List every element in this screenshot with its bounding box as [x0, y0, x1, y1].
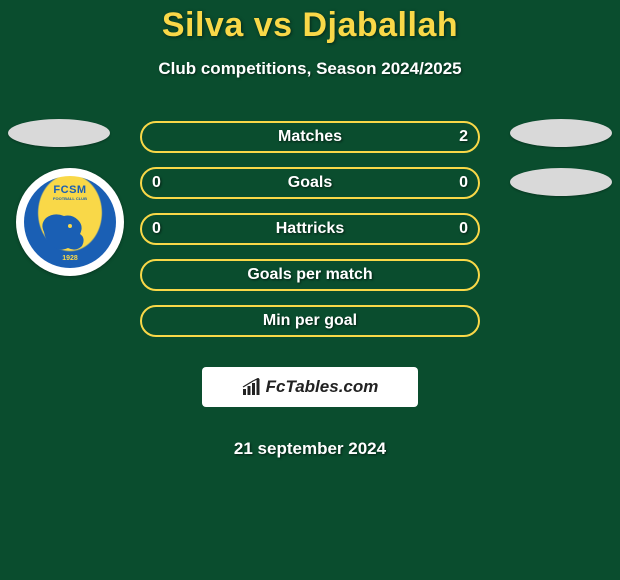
club-logo: FCSM FOOTBALL CLUB 1928 [16, 168, 124, 276]
stat-value-right: 2 [459, 128, 468, 146]
club-logo-subtext: FOOTBALL CLUB [24, 196, 116, 201]
stat-value-left: 0 [152, 174, 161, 192]
stat-row-goals-per-match: Goals per match [140, 259, 480, 291]
stat-row-hattricks: 0 Hattricks 0 [140, 213, 480, 245]
stats-area: FCSM FOOTBALL CLUB 1928 Matches 2 0 Goal… [0, 121, 620, 459]
stat-row-min-per-goal: Min per goal [140, 305, 480, 337]
stat-label: Hattricks [276, 220, 344, 238]
stat-label: Min per goal [263, 312, 357, 330]
player-ellipse-right-1 [510, 119, 612, 147]
club-logo-inner: FCSM FOOTBALL CLUB 1928 [24, 176, 116, 268]
page-title: Silva vs Djaballah [162, 6, 458, 45]
bar-chart-icon [242, 378, 262, 396]
page-subtitle: Club competitions, Season 2024/2025 [158, 59, 461, 79]
stat-value-right: 0 [459, 220, 468, 238]
stat-row-goals: 0 Goals 0 [140, 167, 480, 199]
date-line: 21 september 2024 [234, 439, 386, 459]
brand-text: FcTables.com [266, 377, 379, 397]
club-logo-abbrev: FCSM [24, 184, 116, 196]
stat-label: Goals [288, 174, 332, 192]
player-ellipse-left [8, 119, 110, 147]
player-ellipse-right-2 [510, 168, 612, 196]
club-logo-year: 1928 [24, 255, 116, 262]
lion-icon [36, 210, 96, 254]
brand-box[interactable]: FcTables.com [202, 367, 418, 407]
stat-value-right: 0 [459, 174, 468, 192]
infographic-container: Silva vs Djaballah Club competitions, Se… [0, 0, 620, 459]
stat-row-matches: Matches 2 [140, 121, 480, 153]
stat-label: Goals per match [247, 266, 372, 284]
stat-label: Matches [278, 128, 342, 146]
stat-value-left: 0 [152, 220, 161, 238]
